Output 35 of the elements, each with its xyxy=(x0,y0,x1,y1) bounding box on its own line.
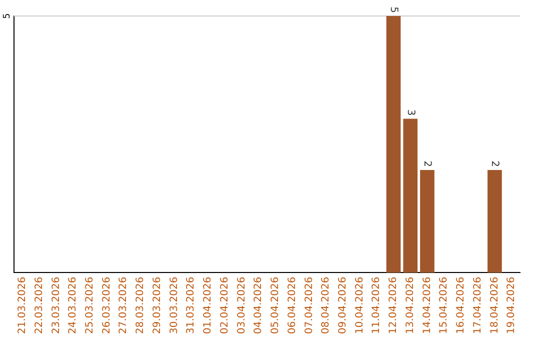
x-tick-label: 03.04.2026 xyxy=(236,276,248,334)
x-tick-label: 31.03.2026 xyxy=(186,276,197,334)
x-tick-label: 12.04.2026 xyxy=(388,276,400,334)
x-tick-label: 02.04.2026 xyxy=(219,276,230,334)
data-label: 2 xyxy=(489,160,500,168)
x-tick-label: 10.04.2026 xyxy=(354,276,366,334)
data-label: 3 xyxy=(404,109,416,116)
x-tick-label: 09.04.2026 xyxy=(337,276,348,334)
x-tick-label: 19.04.2026 xyxy=(506,276,518,334)
x-tick-label: 01.04.2026 xyxy=(202,276,214,334)
x-tick-label: 23.03.2026 xyxy=(50,276,62,334)
x-tick-label: 21.03.2026 xyxy=(17,276,28,334)
x-tick-label: 30.03.2026 xyxy=(168,276,180,334)
data-label: 2 xyxy=(422,160,433,168)
data-label: 5 xyxy=(388,6,399,13)
x-tick-label: 27.03.2026 xyxy=(118,276,130,334)
x-tick-label: 08.04.2026 xyxy=(320,276,332,334)
x-tick-label: 07.04.2026 xyxy=(304,276,315,334)
x-tick-label: 11.04.2026 xyxy=(371,276,382,334)
x-tick-label: 05.04.2026 xyxy=(270,276,282,334)
ref-line-label: 5 xyxy=(2,13,12,19)
x-tick-label: 28.03.2026 xyxy=(135,276,146,334)
x-tick-label: 24.03.2026 xyxy=(68,276,79,334)
x-tick-label: 16.04.2026 xyxy=(456,276,467,334)
x-tick-label: 04.04.2026 xyxy=(253,276,264,334)
x-tick-label: 06.04.2026 xyxy=(286,276,298,334)
x-tick-label: 15.04.2026 xyxy=(438,276,450,334)
x-tick-label: 13.04.2026 xyxy=(404,276,416,334)
x-tick-label: 22.03.2026 xyxy=(34,276,45,334)
x-tick-label: 17.04.2026 xyxy=(472,276,484,334)
x-tick-label: 14.04.2026 xyxy=(422,276,433,334)
x-tick-label: 25.03.2026 xyxy=(84,276,96,334)
x-tick-label: 26.03.2026 xyxy=(101,276,112,334)
x-tick-label: 18.04.2026 xyxy=(489,276,500,334)
x-tick-label: 29.03.2026 xyxy=(152,276,163,334)
